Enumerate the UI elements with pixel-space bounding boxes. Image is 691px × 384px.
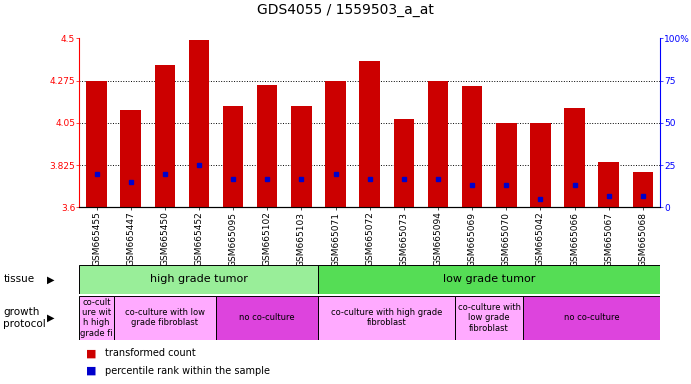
Text: tissue: tissue bbox=[3, 274, 35, 285]
Bar bbox=[325, 81, 346, 207]
Bar bbox=[598, 162, 619, 207]
Bar bbox=[523, 296, 660, 340]
Bar bbox=[189, 40, 209, 207]
Bar bbox=[113, 296, 216, 340]
Bar bbox=[319, 296, 455, 340]
Text: GDS4055 / 1559503_a_at: GDS4055 / 1559503_a_at bbox=[257, 3, 434, 17]
Text: ■: ■ bbox=[86, 348, 97, 358]
Bar bbox=[79, 265, 319, 294]
Bar bbox=[86, 81, 107, 207]
Text: co-culture with
low grade
fibroblast: co-culture with low grade fibroblast bbox=[457, 303, 521, 333]
Bar bbox=[394, 119, 414, 207]
Bar bbox=[428, 81, 448, 207]
Bar bbox=[496, 123, 516, 207]
Text: low grade tumor: low grade tumor bbox=[443, 274, 536, 285]
Text: ■: ■ bbox=[86, 366, 97, 376]
Text: co-cult
ure wit
h high
grade fi: co-cult ure wit h high grade fi bbox=[80, 298, 113, 338]
Text: high grade tumor: high grade tumor bbox=[150, 274, 248, 285]
Bar bbox=[565, 108, 585, 207]
Bar bbox=[291, 106, 312, 207]
Bar bbox=[120, 110, 141, 207]
Bar bbox=[79, 296, 113, 340]
Text: percentile rank within the sample: percentile rank within the sample bbox=[105, 366, 270, 376]
Text: ▶: ▶ bbox=[47, 274, 55, 285]
Text: no co-culture: no co-culture bbox=[240, 313, 295, 322]
Bar bbox=[359, 61, 380, 207]
Text: co-culture with low
grade fibroblast: co-culture with low grade fibroblast bbox=[125, 308, 205, 328]
Bar bbox=[462, 86, 482, 207]
Bar bbox=[216, 296, 319, 340]
Bar bbox=[632, 172, 653, 207]
Bar bbox=[530, 123, 551, 207]
Text: ▶: ▶ bbox=[47, 313, 55, 323]
Bar bbox=[155, 65, 175, 207]
Bar bbox=[223, 106, 243, 207]
Bar bbox=[319, 265, 660, 294]
Bar bbox=[257, 85, 278, 207]
Text: growth
protocol: growth protocol bbox=[3, 307, 46, 329]
Text: no co-culture: no co-culture bbox=[564, 313, 619, 322]
Bar bbox=[455, 296, 523, 340]
Text: transformed count: transformed count bbox=[105, 348, 196, 358]
Text: co-culture with high grade
fibroblast: co-culture with high grade fibroblast bbox=[331, 308, 442, 328]
